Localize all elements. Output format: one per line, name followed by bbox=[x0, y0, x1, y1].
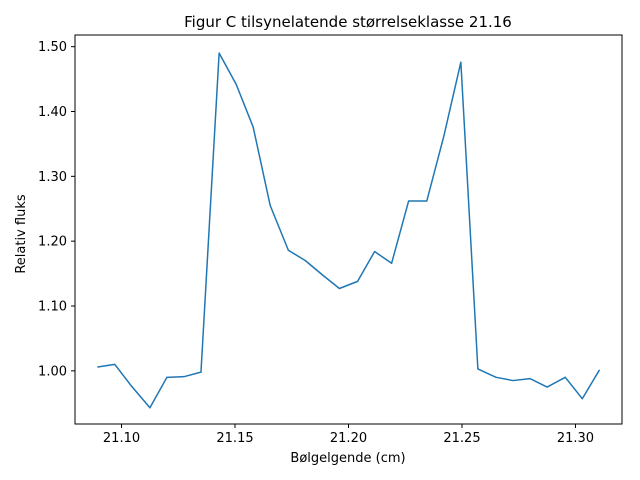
data-point bbox=[598, 369, 600, 371]
plot-area bbox=[74, 34, 623, 425]
x-tick-label: 21.15 bbox=[216, 431, 253, 446]
data-point bbox=[321, 274, 323, 276]
plot-frame bbox=[74, 34, 623, 425]
data-point bbox=[166, 376, 168, 378]
data-point bbox=[131, 385, 133, 387]
x-tick-label: 21.20 bbox=[330, 431, 367, 446]
data-point bbox=[356, 280, 359, 282]
data-point bbox=[460, 61, 462, 63]
data-point bbox=[581, 398, 583, 400]
series-line-0 bbox=[97, 52, 600, 409]
data-point bbox=[269, 204, 271, 207]
y-tick-label: 1.20 bbox=[38, 235, 67, 250]
x-tick-label: 21.10 bbox=[103, 431, 140, 446]
data-point bbox=[529, 378, 531, 380]
data-point bbox=[235, 83, 237, 85]
x-tick-label: 21.25 bbox=[443, 431, 480, 446]
x-tick-label: 21.30 bbox=[557, 431, 594, 446]
y-tick-label: 1.50 bbox=[38, 40, 67, 55]
y-axis-label: Relativ fluks bbox=[14, 194, 29, 274]
y-tick-label: 1.30 bbox=[38, 170, 67, 185]
x-axis-label: Bølgelgende (cm) bbox=[290, 451, 405, 466]
data-point bbox=[287, 249, 289, 251]
data-point bbox=[408, 200, 410, 202]
data-point bbox=[183, 376, 185, 378]
data-point bbox=[114, 363, 116, 365]
data-point bbox=[252, 126, 254, 128]
x-axis-ticks: 21.10 21.15 21.20 21.25 21.30 bbox=[103, 424, 594, 446]
data-point bbox=[97, 366, 99, 368]
y-axis-ticks: 1.00 1.10 1.20 1.30 1.40 1.50 bbox=[38, 40, 75, 379]
data-point bbox=[546, 386, 548, 388]
data-point bbox=[512, 379, 514, 382]
data-point bbox=[564, 376, 566, 378]
chart-title: Figur C tilsynelatende størrelseklasse 2… bbox=[184, 13, 512, 31]
data-point bbox=[200, 371, 202, 373]
data-point bbox=[495, 376, 497, 378]
y-tick-label: 1.10 bbox=[38, 300, 67, 315]
data-point bbox=[477, 368, 479, 370]
data-point bbox=[391, 262, 393, 264]
y-tick-label: 1.40 bbox=[38, 105, 67, 120]
data-point bbox=[443, 135, 445, 137]
data-point bbox=[218, 52, 220, 54]
data-point bbox=[149, 407, 151, 409]
data-point bbox=[374, 250, 376, 253]
data-point bbox=[426, 200, 428, 202]
data-point bbox=[338, 287, 341, 290]
data-point bbox=[304, 260, 306, 262]
y-tick-label: 1.00 bbox=[38, 364, 67, 379]
